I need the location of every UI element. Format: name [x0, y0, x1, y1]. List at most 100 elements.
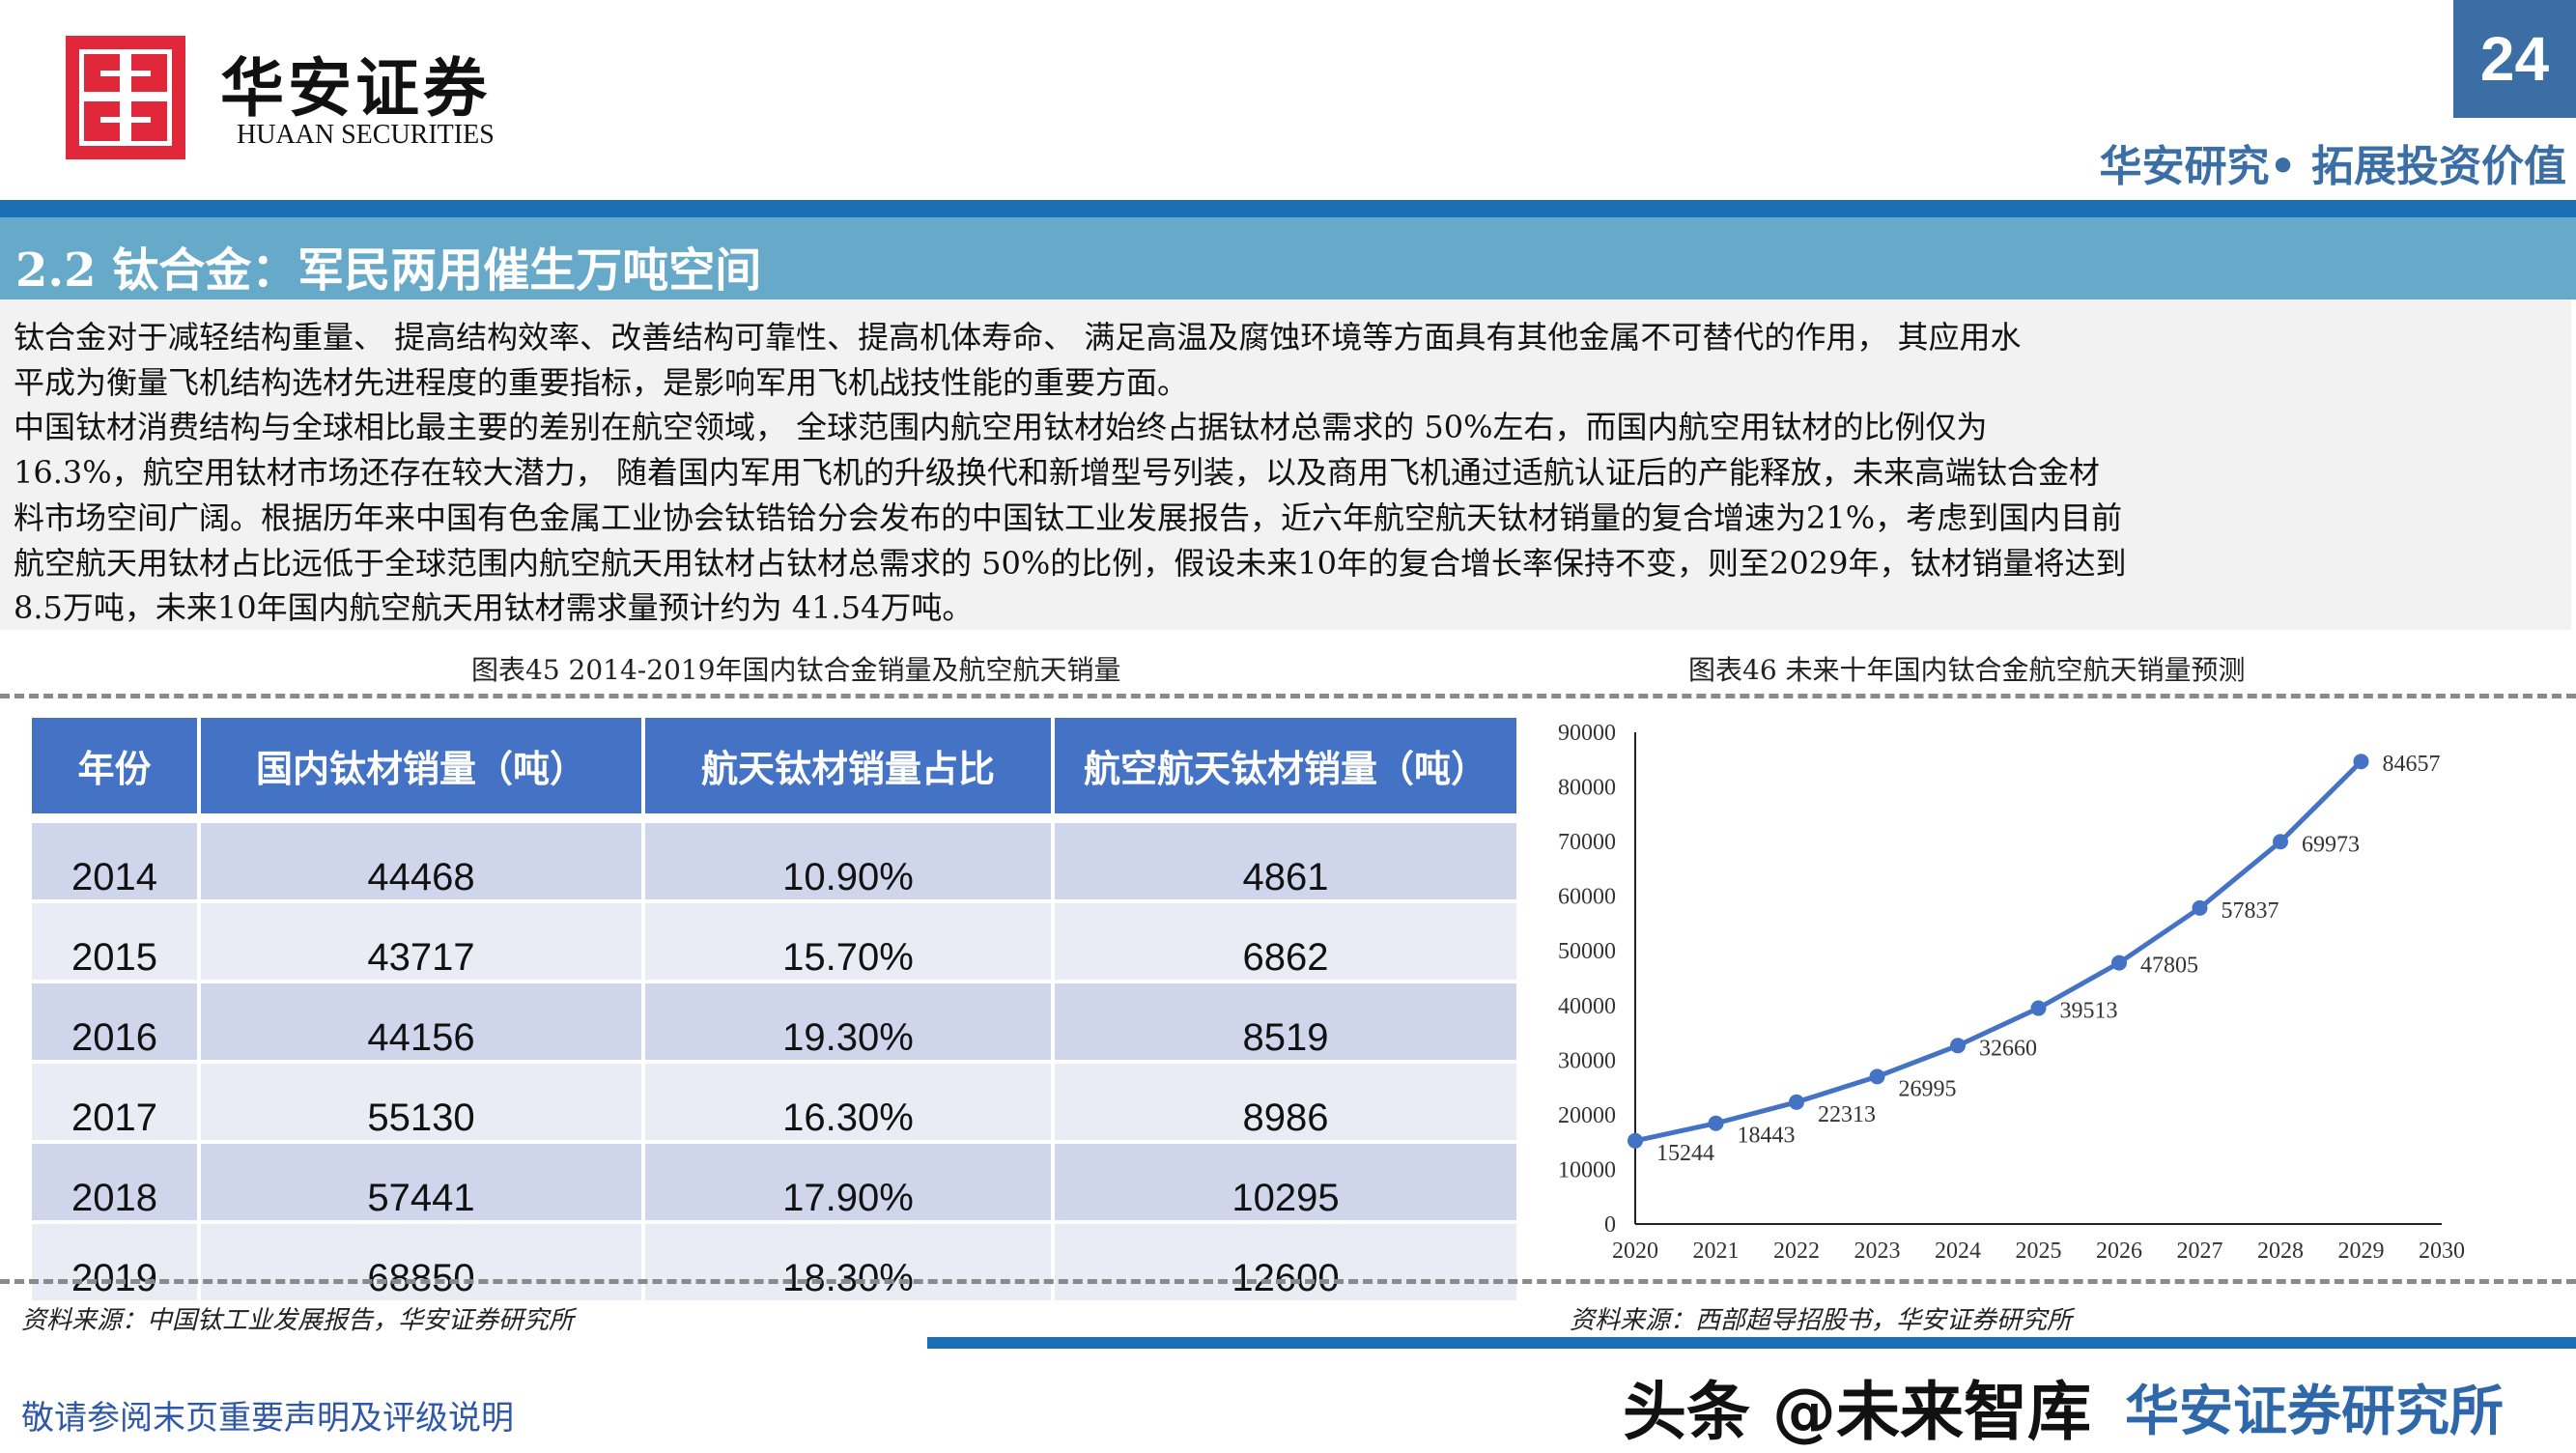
y-tick-label: 30000 — [1558, 1048, 1616, 1073]
table-row: 2019 68850 18.30% 12600 — [32, 1220, 1516, 1300]
table-caption: 图表45 2014-2019年国内钛合金销量及航空航天销量 — [471, 654, 1121, 686]
data-point — [1950, 1038, 1966, 1054]
cell-aerospace-share: 17.90% — [645, 1140, 1051, 1220]
page-number: 24 — [2453, 0, 2576, 118]
cell-aerospace-sales: 12600 — [1055, 1220, 1516, 1300]
cell-aerospace-sales: 6862 — [1055, 899, 1516, 980]
cell-aerospace-share: 18.30% — [645, 1220, 1051, 1300]
data-label: 57837 — [2222, 898, 2279, 924]
y-tick-label: 90000 — [1558, 721, 1616, 746]
y-tick-label: 20000 — [1558, 1103, 1616, 1128]
data-label: 15244 — [1656, 1141, 1714, 1166]
body-line: 航空航天用钛材占比远低于全球范围内航空航天用钛材占钛材总需求的 50%的比例，假… — [14, 545, 2127, 582]
cell-aerospace-sales: 8519 — [1055, 980, 1516, 1060]
col-header-year: 年份 — [32, 718, 197, 813]
table-row: 2016 44156 19.30% 8519 — [32, 980, 1516, 1060]
data-label: 69973 — [2302, 832, 2360, 857]
y-tick-label: 80000 — [1558, 776, 1616, 801]
col-header-aerospace-sales: 航空航天钛材销量（吨） — [1055, 718, 1516, 813]
cell-year: 2014 — [32, 813, 197, 899]
watermark: 头条 @未来智库 — [1623, 1375, 2091, 1449]
x-tick-label: 2029 — [2338, 1239, 2385, 1264]
dashed-divider-bottom — [0, 1279, 2576, 1284]
col-header-aerospace-share: 航天钛材销量占比 — [645, 718, 1051, 813]
data-point — [2030, 1000, 2047, 1016]
cell-year: 2018 — [32, 1140, 197, 1220]
body-text-panel — [0, 299, 2571, 630]
cell-domestic-sales: 57441 — [201, 1140, 641, 1220]
footer-divider — [927, 1337, 2576, 1349]
x-tick-label: 2027 — [2177, 1239, 2223, 1264]
disclaimer-link[interactable]: 敬请参阅末页重要声明及评级说明 — [21, 1399, 514, 1438]
body-line: 钛合金对于减轻结构重量、 提高结构效率、改善结构可靠性、提高机体寿命、 满足高温… — [14, 319, 2022, 356]
titanium-sales-table: 年份 国内钛材销量（吨） 航天钛材销量占比 航空航天钛材销量（吨） 2014 44… — [28, 718, 1520, 1300]
x-tick-label: 2021 — [1693, 1239, 1740, 1264]
cell-domestic-sales: 44468 — [201, 813, 641, 899]
logo-english-name: HUAAN SECURITIES — [237, 120, 495, 150]
cell-domestic-sales: 43717 — [201, 899, 641, 980]
table-row: 2017 55130 16.30% 8986 — [32, 1060, 1516, 1140]
cell-year: 2017 — [32, 1060, 197, 1140]
chart-caption: 图表46 未来十年国内钛合金航空航天销量预测 — [1688, 654, 2246, 686]
y-tick-label: 70000 — [1558, 830, 1616, 855]
data-point — [1869, 1068, 1885, 1085]
cell-year: 2019 — [32, 1220, 197, 1300]
data-label: 47805 — [2140, 954, 2198, 979]
data-point — [1789, 1094, 1804, 1110]
chart-source: 资料来源：西部超导招股书，华安证券研究所 — [1570, 1306, 2073, 1335]
data-label: 84657 — [2383, 752, 2441, 777]
data-label: 18443 — [1738, 1124, 1796, 1149]
y-tick-label: 0 — [1604, 1212, 1616, 1238]
body-line: 中国钛材消费结构与全球相比最主要的差别在航空领域， 全球范围内航空用钛材始终占据… — [14, 409, 1988, 445]
cell-year: 2016 — [32, 980, 197, 1060]
x-tick-label: 2028 — [2257, 1239, 2304, 1264]
x-tick-label: 2022 — [1773, 1239, 1820, 1264]
data-point — [2273, 834, 2288, 850]
cell-year: 2015 — [32, 899, 197, 980]
data-point — [2192, 899, 2208, 916]
data-point — [1708, 1115, 1724, 1131]
cell-aerospace-share: 15.70% — [645, 899, 1051, 980]
data-label: 22313 — [1818, 1102, 1876, 1127]
watermark-brand: 华安证券研究所 — [2125, 1381, 2504, 1443]
data-point — [2111, 954, 2127, 971]
cell-domestic-sales: 44156 — [201, 980, 641, 1060]
y-tick-label: 40000 — [1558, 994, 1616, 1019]
cell-aerospace-share: 16.30% — [645, 1060, 1051, 1140]
x-tick-label: 2030 — [2419, 1239, 2465, 1264]
table-row: 2015 43717 15.70% 6862 — [32, 899, 1516, 980]
huaan-logo-mark — [66, 36, 185, 159]
x-tick-label: 2023 — [1854, 1239, 1901, 1264]
y-tick-label: 60000 — [1558, 885, 1616, 910]
cell-aerospace-sales: 10295 — [1055, 1140, 1516, 1220]
section-title-bar — [0, 217, 2576, 299]
x-tick-label: 2025 — [2016, 1239, 2062, 1264]
body-line: 16.3%，航空用钛材市场还存在较大潜力， 随着国内军用飞机的升级换代和新增型号… — [14, 454, 2100, 491]
cell-aerospace-share: 10.90% — [645, 813, 1051, 899]
y-tick-label: 50000 — [1558, 939, 1616, 964]
cell-aerospace-share: 19.30% — [645, 980, 1051, 1060]
data-label: 26995 — [1899, 1076, 1957, 1101]
header-divider — [0, 200, 2576, 217]
x-tick-label: 2024 — [1935, 1239, 1981, 1264]
data-point — [2353, 754, 2369, 770]
body-line: 8.5万吨，未来10年国内航空航天用钛材需求量预计约为 41.54万吨。 — [14, 589, 974, 626]
table-row: 2018 57441 17.90% 10295 — [32, 1140, 1516, 1220]
section-title: 2.2 钛合金：军民两用催生万吨空间 — [15, 243, 762, 298]
data-point — [1628, 1132, 1643, 1149]
col-header-domestic-sales: 国内钛材销量（吨） — [201, 718, 641, 813]
cell-domestic-sales: 68850 — [201, 1220, 641, 1300]
x-tick-label: 2020 — [1612, 1239, 1658, 1264]
x-tick-label: 2026 — [2096, 1239, 2142, 1264]
table-header-row: 年份 国内钛材销量（吨） 航天钛材销量占比 航空航天钛材销量（吨） — [32, 718, 1516, 813]
body-line: 料市场空间广阔。根据历年来中国有色金属工业协会钛锆铪分会发布的中国钛工业发展报告… — [14, 499, 2123, 536]
tagline: 华安研究• 拓展投资价值 — [2099, 142, 2566, 191]
dashed-divider-top — [0, 694, 2576, 698]
aerospace-forecast-chart: 0 10000 20000 30000 40000 50000 60000 70000 8000… — [1558, 721, 2465, 1264]
table-source: 资料来源：中国钛工业发展报告，华安证券研究所 — [21, 1306, 575, 1335]
body-line: 平成为衡量飞机结构选材先进程度的重要指标，是影响军用飞机战技性能的重要方面。 — [14, 364, 1189, 401]
cell-aerospace-sales: 4861 — [1055, 813, 1516, 899]
y-tick-label: 10000 — [1558, 1157, 1616, 1182]
data-label: 39513 — [2060, 999, 2118, 1024]
cell-aerospace-sales: 8986 — [1055, 1060, 1516, 1140]
